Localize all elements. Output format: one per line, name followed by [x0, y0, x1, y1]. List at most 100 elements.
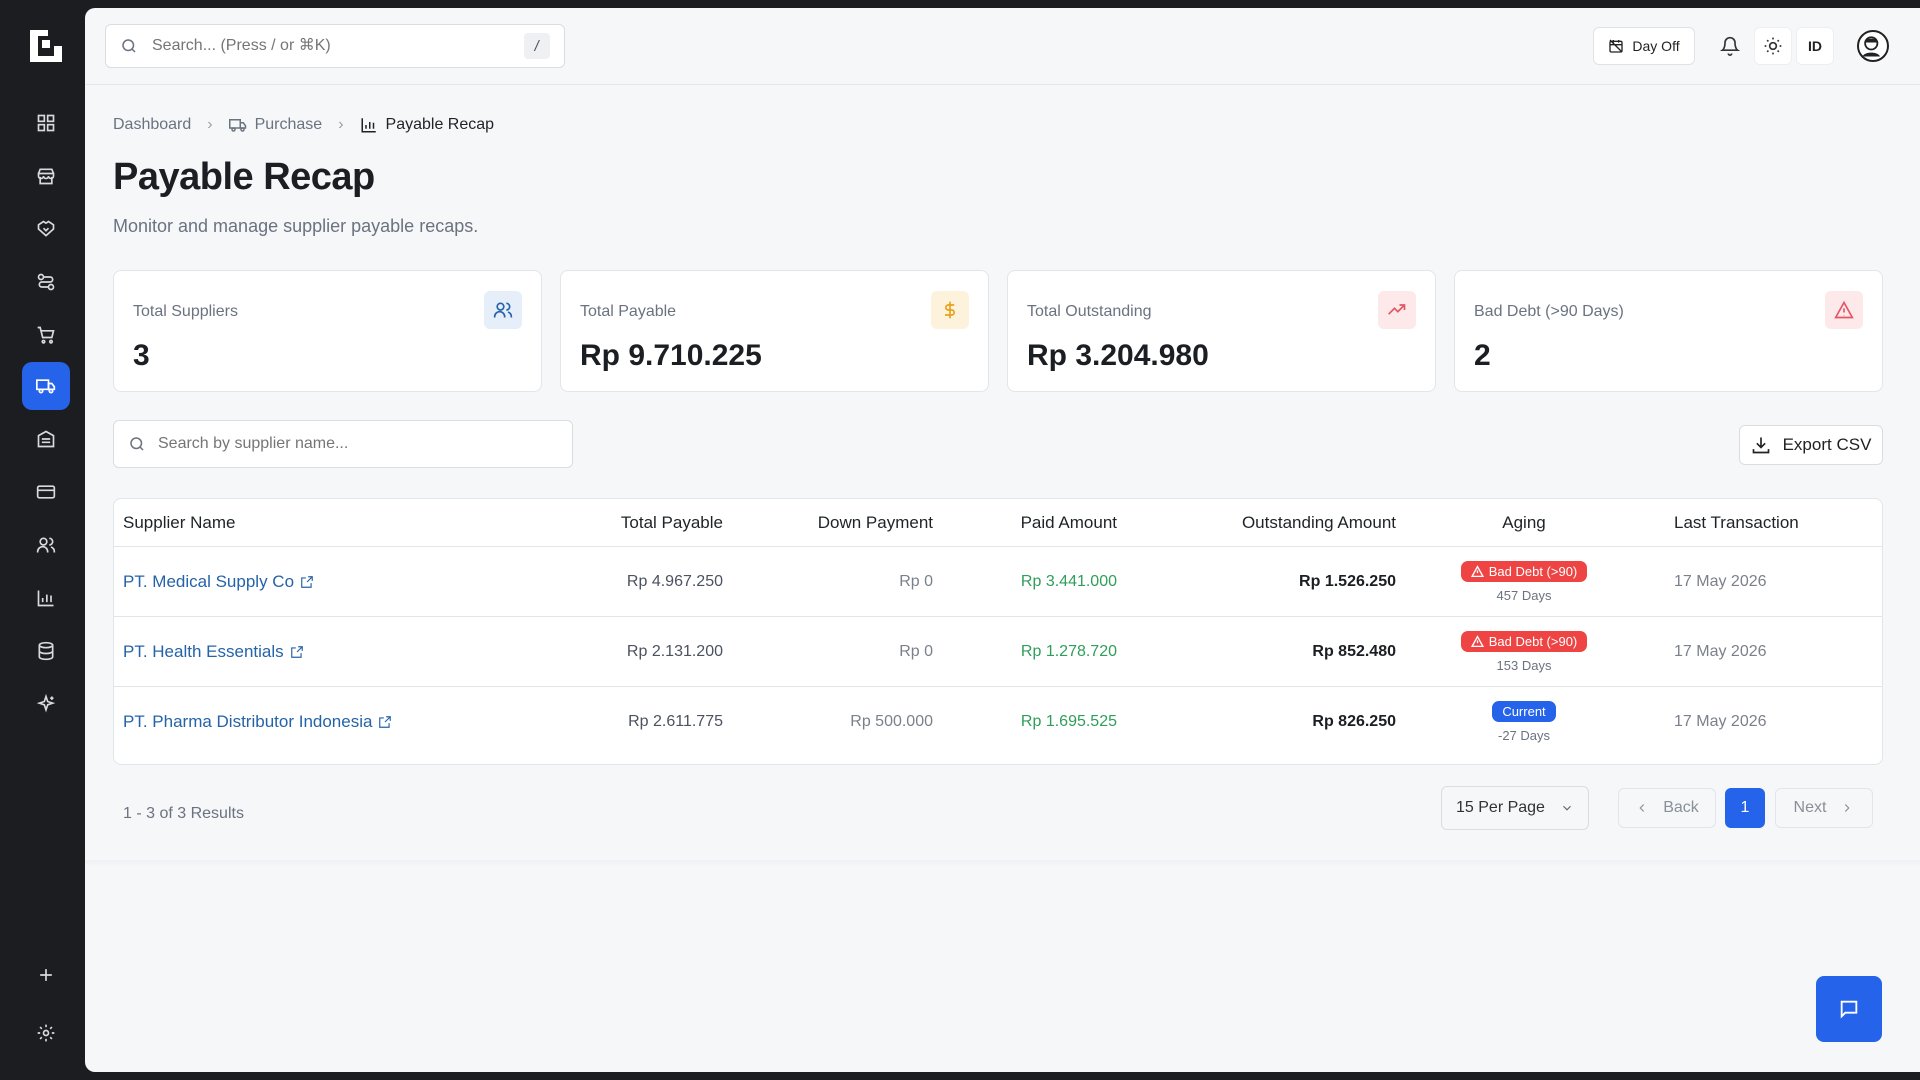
stat-card-bad-debt: Bad Debt (>90 Days) 2 [1454, 270, 1883, 392]
sidebar-item-warehouse[interactable] [22, 415, 70, 463]
sidebar-item-ai[interactable] [22, 680, 70, 728]
chat-button[interactable] [1816, 976, 1882, 1042]
stat-label: Total Outstanding [1027, 303, 1152, 320]
dashboard-icon [37, 114, 55, 132]
bar-chart-icon [37, 590, 54, 607]
app-logo[interactable] [28, 28, 64, 64]
outstanding-cell: Rp 826.250 [1312, 713, 1396, 730]
sidebar-item-partners[interactable] [22, 205, 70, 253]
sparkles-icon [36, 694, 56, 713]
sidebar-add-button[interactable] [22, 951, 70, 999]
sidebar-item-finance[interactable] [22, 468, 70, 516]
aging-badge-label: Bad Debt (>90) [1488, 634, 1578, 649]
per-page-label: 15 Per Page [1456, 799, 1545, 816]
external-link-icon [301, 576, 313, 588]
language-button[interactable]: ID [1796, 27, 1834, 65]
sun-icon [1764, 37, 1782, 55]
column-header-supplier[interactable]: Supplier Name [123, 512, 236, 532]
search-shortcut-key: / [524, 33, 550, 59]
day-off-button[interactable]: Day Off [1593, 27, 1695, 65]
theme-toggle-button[interactable] [1754, 27, 1792, 65]
page-number-button[interactable]: 1 [1725, 788, 1765, 828]
content-panel-edge [85, 860, 1920, 866]
stat-card-total-payable: Total Payable Rp 9.710.225 [560, 270, 989, 392]
supplier-link[interactable]: PT. Medical Supply Co [123, 572, 314, 592]
aging-badge: Bad Debt (>90) [1460, 561, 1588, 582]
table-row: PT. Medical Supply Co Rp 4.967.250 Rp 0 … [114, 547, 1882, 617]
trending-up-icon [1378, 291, 1416, 329]
stat-card-total-outstanding: Total Outstanding Rp 3.204.980 [1007, 270, 1436, 392]
stat-value: Rp 9.710.225 [580, 339, 762, 372]
sidebar-item-purchase[interactable] [22, 362, 70, 410]
aging-days: 457 Days [1496, 588, 1552, 603]
main-content: / Day Off ID Dashboard › Purchase › Paya… [85, 8, 1920, 1072]
paid-amount-cell: Rp 1.695.525 [1020, 713, 1117, 730]
sidebar-item-reports[interactable] [22, 574, 70, 622]
sidebar-item-sales[interactable] [22, 311, 70, 359]
column-header-outstanding[interactable]: Outstanding Amount [1241, 512, 1396, 532]
table-row: PT. Pharma Distributor Indonesia Rp 2.61… [114, 687, 1882, 757]
gear-icon [37, 1024, 55, 1042]
supplier-search-input[interactable] [158, 435, 558, 453]
column-header-aging[interactable]: Aging [1502, 512, 1546, 532]
last-transaction-cell: 17 May 2026 [1674, 643, 1767, 660]
export-csv-label: Export CSV [1782, 435, 1872, 454]
outstanding-cell: Rp 1.526.250 [1299, 573, 1396, 590]
global-search[interactable]: / [105, 24, 565, 68]
per-page-select[interactable]: 15 Per Page [1441, 786, 1589, 830]
download-icon [1752, 437, 1769, 454]
truck-icon [228, 119, 246, 132]
cart-icon [37, 326, 55, 344]
outstanding-cell: Rp 852.480 [1312, 643, 1396, 660]
supplier-name: PT. Pharma Distributor Indonesia [123, 712, 373, 731]
payable-table: Supplier Name Total Payable Down Payment… [113, 498, 1883, 765]
breadcrumb-current: Payable Recap [360, 116, 494, 134]
total-payable-cell: Rp 2.611.775 [628, 713, 723, 730]
aging-badge: Bad Debt (>90) [1460, 631, 1588, 652]
column-header-paid-amount[interactable]: Paid Amount [1020, 512, 1117, 532]
column-header-last-transaction[interactable]: Last Transaction [1674, 512, 1799, 532]
alert-triangle-icon [1470, 635, 1484, 648]
avatar[interactable] [1857, 30, 1889, 62]
last-transaction-cell: 17 May 2026 [1674, 573, 1767, 590]
users-icon [36, 537, 56, 553]
supplier-name: PT. Health Essentials [123, 642, 284, 661]
sidebar-item-dashboard[interactable] [22, 99, 70, 147]
supplier-search[interactable] [113, 420, 573, 468]
column-header-down-payment[interactable]: Down Payment [817, 512, 933, 532]
next-button[interactable]: Next [1775, 788, 1873, 828]
sidebar-item-routes[interactable] [22, 258, 70, 306]
down-payment-cell: Rp 500.000 [850, 713, 933, 730]
aging-cell: Bad Debt (>90) 457 Days [1414, 547, 1634, 617]
store-icon [37, 168, 55, 185]
sidebar-settings-button[interactable] [22, 1009, 70, 1057]
plus-icon [40, 969, 52, 981]
down-payment-cell: Rp 0 [899, 643, 933, 660]
sidebar-item-store[interactable] [22, 152, 70, 200]
alert-triangle-icon [1470, 565, 1484, 578]
calendar-off-icon [1609, 39, 1624, 53]
building-icon [37, 430, 55, 448]
last-transaction-cell: 17 May 2026 [1674, 713, 1767, 730]
sidebar-item-database[interactable] [22, 627, 70, 675]
column-header-total-payable[interactable]: Total Payable [620, 512, 723, 532]
global-search-input[interactable] [152, 37, 524, 55]
export-csv-button[interactable]: Export CSV [1739, 425, 1883, 465]
breadcrumb-dashboard[interactable]: Dashboard [113, 116, 191, 134]
bar-chart-icon [361, 118, 376, 133]
supplier-link[interactable]: PT. Health Essentials [123, 642, 304, 662]
aging-badge: Current [1492, 701, 1556, 722]
back-button[interactable]: Back [1618, 788, 1716, 828]
supplier-link[interactable]: PT. Pharma Distributor Indonesia [123, 712, 392, 732]
breadcrumb-purchase[interactable]: Purchase [228, 116, 322, 134]
search-icon [122, 39, 136, 53]
aging-badge-label: Current [1502, 704, 1546, 719]
stat-value: Rp 3.204.980 [1027, 339, 1209, 372]
sidebar-item-users[interactable] [22, 521, 70, 569]
notifications-button[interactable] [1711, 27, 1749, 65]
aging-days: 153 Days [1496, 658, 1552, 673]
stat-card-total-suppliers: Total Suppliers 3 [113, 270, 542, 392]
down-payment-cell: Rp 0 [899, 573, 933, 590]
aging-days: -27 Days [1497, 728, 1551, 743]
aging-badge-label: Bad Debt (>90) [1488, 564, 1578, 579]
